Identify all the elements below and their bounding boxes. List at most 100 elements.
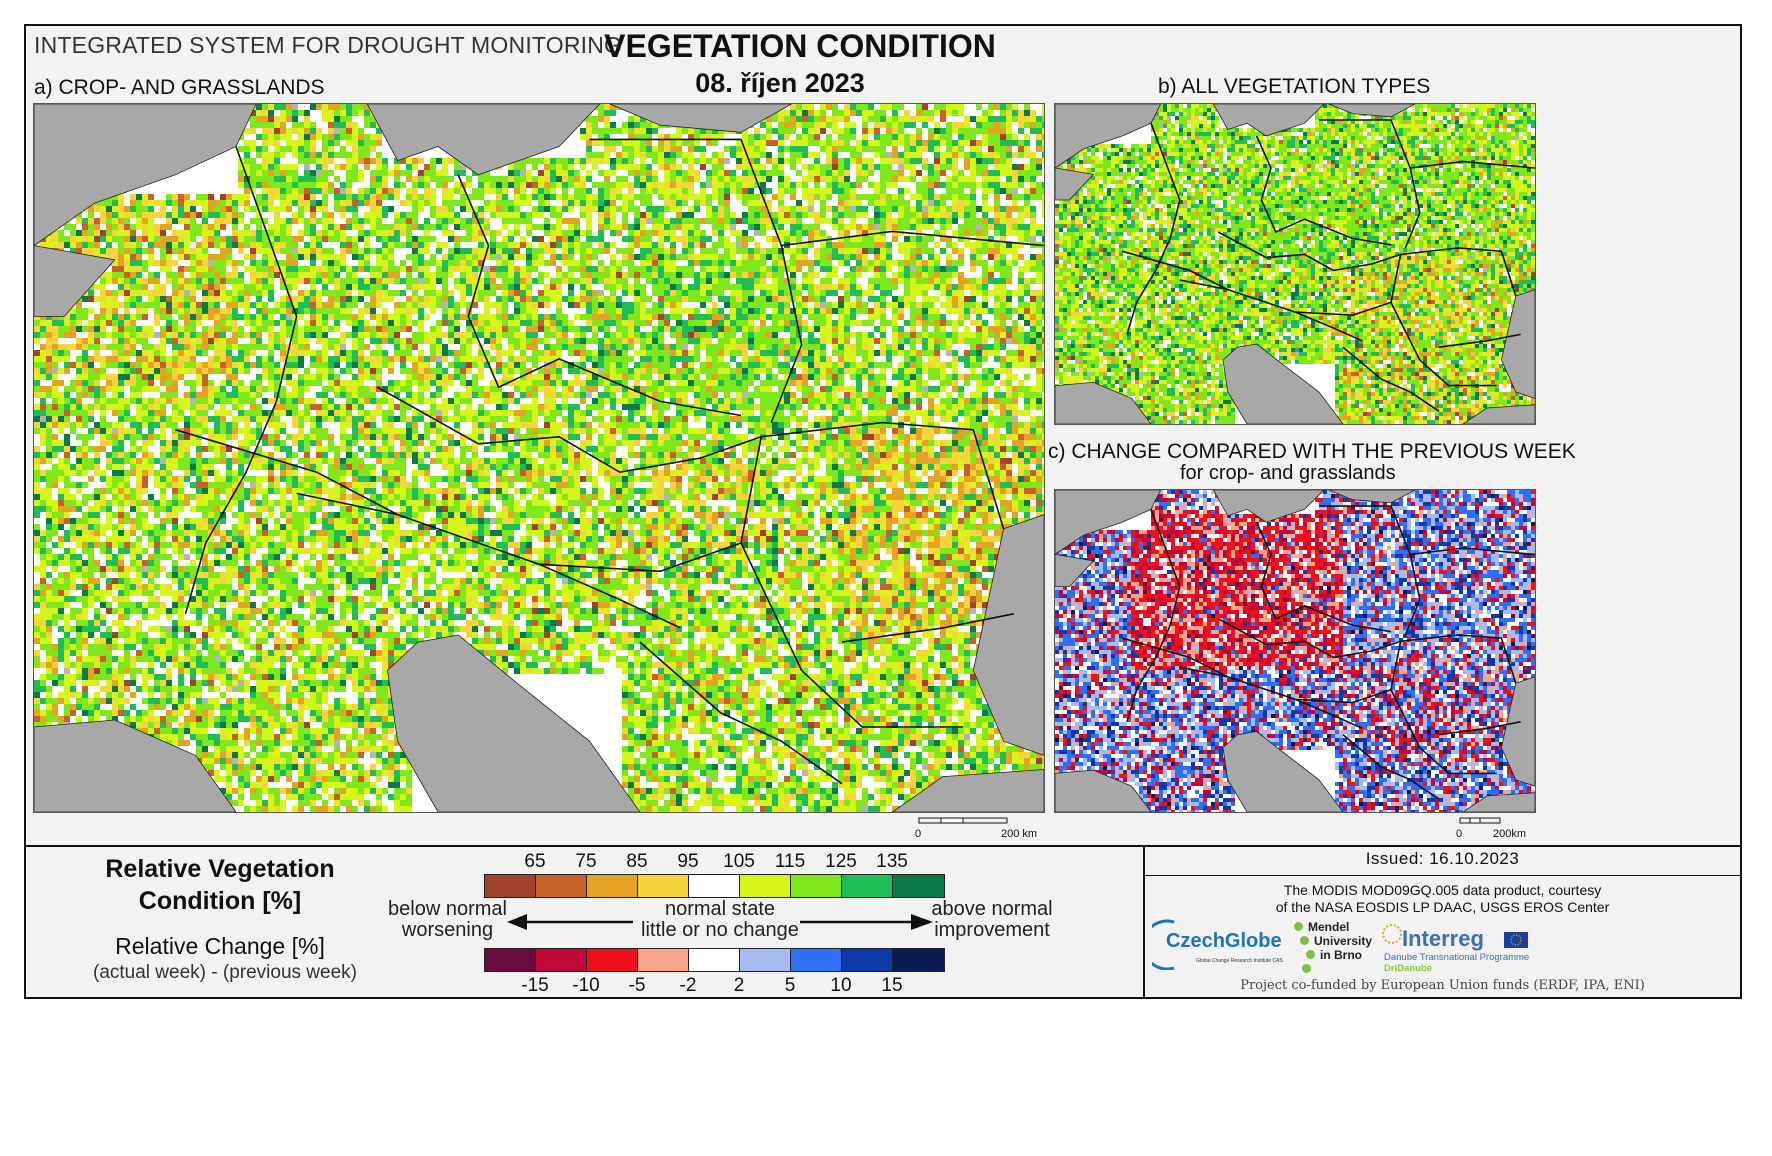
- map-b-canvas: [1055, 104, 1535, 424]
- mendel-line-4: [1294, 962, 1372, 974]
- scale-main-zero: 0: [915, 828, 921, 840]
- rvc-swatch: [842, 875, 893, 897]
- interreg-programme: Danube Transnational Programme: [1384, 952, 1529, 963]
- sea-layer: [1055, 490, 1535, 812]
- issued-date: Issued: 16.10.2023: [1145, 849, 1740, 869]
- rc-legend-title: Relative Change [%]: [70, 933, 370, 960]
- below-normal-line1: below normal: [385, 899, 510, 920]
- rc-tick: -15: [510, 975, 560, 997]
- rc-tick: -10: [561, 975, 611, 997]
- panel-b-label: b) ALL VEGETATION TYPES: [1158, 75, 1430, 99]
- rc-swatch: [893, 949, 944, 971]
- interreg-logo-text: Interreg: [1402, 926, 1484, 952]
- rc-tick: -5: [612, 975, 662, 997]
- mendel-dot-icon: [1294, 922, 1303, 931]
- rvc-legend-title-1: Relative Vegetation: [70, 855, 370, 884]
- rc-tick: -2: [663, 975, 713, 997]
- czechglobe-logo-text: CzechGlobe: [1166, 930, 1282, 953]
- scale-bar-small-graphic: [1459, 817, 1501, 824]
- rc-tick-labels: -15 -10 -5 -2 2 5 10 15: [484, 975, 956, 997]
- rvc-tick: 115: [765, 851, 815, 873]
- below-normal-label: below normal worsening: [385, 899, 510, 941]
- scale-bar-main: 0 200 km: [913, 815, 1043, 841]
- mendel-logo: Mendel University in Brno: [1294, 920, 1372, 974]
- data-credit: The MODIS MOD09GQ.005 data product, cour…: [1145, 882, 1740, 916]
- credit-line-1: The MODIS MOD09GQ.005 data product, cour…: [1145, 882, 1740, 899]
- czechglobe-logo: CzechGlobe Global Change Research Instit…: [1152, 918, 1292, 970]
- above-normal-line1: above normal: [928, 899, 1056, 920]
- rvc-tick: 85: [612, 851, 662, 873]
- left-arrow-head-icon: [507, 914, 527, 930]
- map-all-vegetation[interactable]: [1054, 103, 1536, 425]
- rc-colorbar: [484, 948, 945, 972]
- interreg-logo: Interreg Danube Transnational Programme …: [1380, 920, 1540, 974]
- interreg-star-icon: [1382, 924, 1402, 944]
- rvc-tick: 65: [510, 851, 560, 873]
- rc-swatch: [587, 949, 638, 971]
- map-date: 08. říjen 2023: [560, 68, 1000, 99]
- normal-state-label: normal state little or no change: [630, 899, 810, 941]
- mendel-dot-icon: [1302, 964, 1311, 973]
- rc-tick: 10: [816, 975, 866, 997]
- rc-tick: 2: [714, 975, 764, 997]
- czechglobe-arc-icon: [1152, 919, 1175, 970]
- eu-stars-icon: [1510, 934, 1522, 946]
- rvc-legend-title-2: Condition [%]: [70, 887, 370, 916]
- map-c-canvas: [1055, 490, 1535, 812]
- footer-divider-horizontal: [1145, 875, 1742, 876]
- czechglobe-logo-subtext: Global Change Research Institute CAS: [1196, 958, 1283, 964]
- rvc-swatch: [587, 875, 638, 897]
- raster-layer: [34, 104, 1044, 812]
- mendel-dot-icon: [1306, 950, 1315, 959]
- scale-main-end: 200 km: [1001, 828, 1037, 840]
- rvc-swatch: [638, 875, 689, 897]
- rc-tick: 5: [765, 975, 815, 997]
- funding-note: Project co-funded by European Union fund…: [1145, 978, 1740, 993]
- rvc-tick: 95: [663, 851, 713, 873]
- mendel-line-1: Mendel: [1294, 920, 1372, 934]
- right-arrow-head-icon: [911, 914, 933, 930]
- map-crop-grasslands[interactable]: [33, 103, 1045, 813]
- scale-bar-small: 0 200km: [1455, 815, 1535, 841]
- sea-layer: [34, 104, 1044, 812]
- above-normal-line2: improvement: [928, 920, 1056, 941]
- system-title: INTEGRATED SYSTEM FOR DROUGHT MONITORING: [34, 32, 622, 59]
- mendel-dot-icon: [1300, 936, 1309, 945]
- rvc-swatch: [893, 875, 944, 897]
- footer-divider-vertical: [1143, 847, 1145, 997]
- rvc-tick: 105: [714, 851, 764, 873]
- scale-small-end: 200km: [1493, 828, 1526, 840]
- rc-tick: 15: [867, 975, 917, 997]
- rvc-swatch: [485, 875, 536, 897]
- rvc-colorbar: [484, 874, 945, 898]
- rvc-tick: 75: [561, 851, 611, 873]
- rc-swatch: [638, 949, 689, 971]
- mendel-line-2: University: [1294, 934, 1372, 948]
- country-borders: [1121, 505, 1535, 800]
- country-borders: [175, 138, 1044, 785]
- sea-layer: [1055, 104, 1535, 424]
- country-borders: [1121, 119, 1535, 412]
- below-normal-line2: worsening: [385, 920, 510, 941]
- rc-swatch: [536, 949, 587, 971]
- map-weekly-change[interactable]: [1054, 489, 1536, 813]
- rc-swatch: [842, 949, 893, 971]
- interreg-project: DriDanube: [1384, 963, 1432, 974]
- rvc-swatch: [740, 875, 791, 897]
- rvc-tick-labels: 65 75 85 95 105 115 125 135: [484, 851, 956, 873]
- rvc-tick: 135: [867, 851, 917, 873]
- map-title: VEGETATION CONDITION: [560, 28, 1040, 65]
- normal-state-line2: little or no change: [630, 920, 810, 941]
- normal-state-line1: normal state: [630, 899, 810, 920]
- rvc-swatch: [791, 875, 842, 897]
- mendel-text-1: Mendel: [1308, 920, 1349, 934]
- rvc-swatch: [536, 875, 587, 897]
- scale-bar-main-graphic: [918, 817, 1008, 824]
- credit-line-2: of the NASA EOSDIS LP DAAC, USGS EROS Ce…: [1145, 899, 1740, 916]
- mendel-line-3: in Brno: [1294, 948, 1372, 962]
- legend-arrows: [507, 914, 933, 930]
- panel-c-label: c) CHANGE COMPARED WITH THE PREVIOUS WEE…: [1048, 440, 1576, 464]
- eu-flag-icon: [1504, 932, 1528, 948]
- scale-small-zero: 0: [1456, 828, 1462, 840]
- rvc-swatch: [689, 875, 740, 897]
